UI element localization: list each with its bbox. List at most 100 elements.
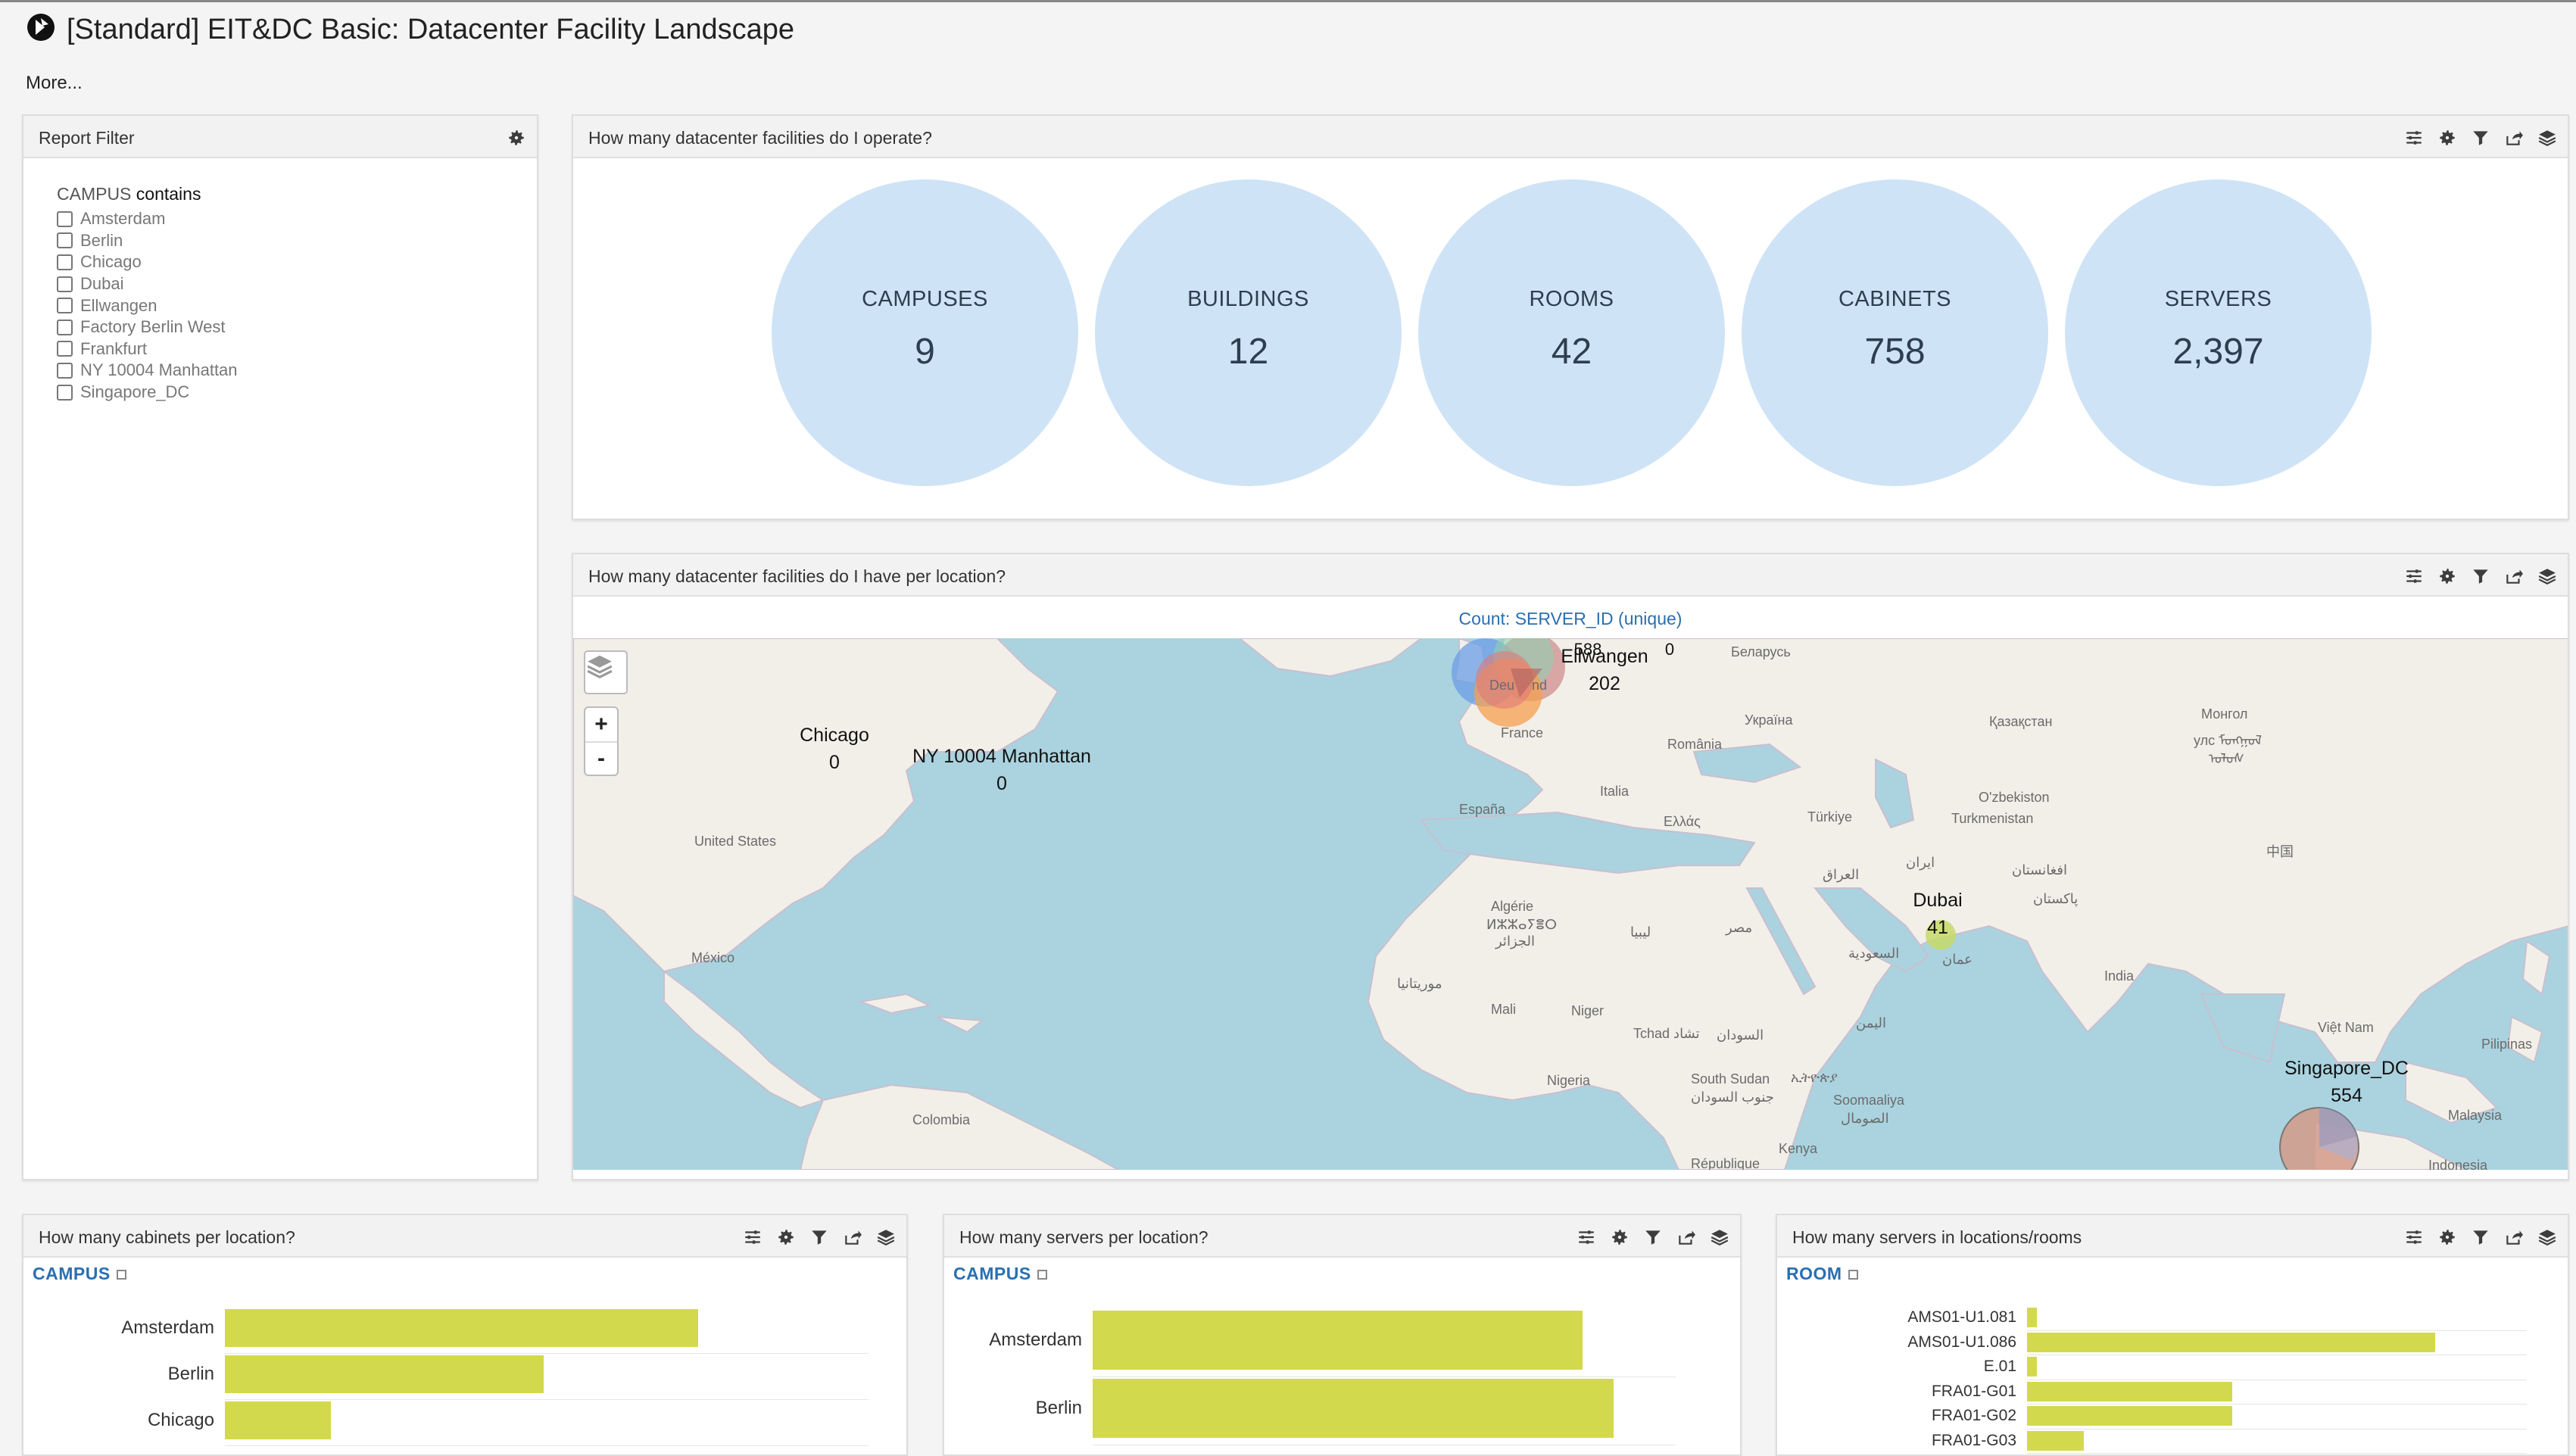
dimension-selector[interactable]: CAMPUS xyxy=(953,1264,1047,1284)
gear-icon[interactable] xyxy=(2436,126,2459,149)
bar-row[interactable]: AMS01-U1.086 xyxy=(1777,1332,2435,1352)
bar-row[interactable]: Amsterdam xyxy=(944,1311,1583,1370)
expand-icon[interactable] xyxy=(1848,1270,1858,1280)
filter-icon[interactable] xyxy=(2469,565,2492,588)
bar[interactable] xyxy=(2027,1430,2084,1451)
share-icon[interactable] xyxy=(2503,565,2525,588)
filter-option[interactable]: Frankfurt xyxy=(57,338,238,360)
filter-option[interactable]: Berlin xyxy=(57,230,238,252)
bubble-cluster-europe[interactable] xyxy=(1452,638,1565,727)
country-label: ᠤᠯᠤᠰ xyxy=(2209,751,2244,766)
layers-control[interactable] xyxy=(584,650,628,694)
kpi-panel: How many datacenter facilities do I oper… xyxy=(572,114,2569,520)
sliders-icon[interactable] xyxy=(741,1226,764,1249)
kpi-campuses[interactable]: CAMPUSES 9 xyxy=(772,179,1078,486)
bar-row[interactable]: E.01 xyxy=(1777,1357,2038,1376)
checkbox[interactable] xyxy=(57,276,73,292)
map-location-label[interactable]: Singapore_DC 554 xyxy=(2284,1055,2409,1109)
layers-icon[interactable] xyxy=(1708,1226,1731,1249)
filter-options: Amsterdam Berlin Chicago Dubai Ellwangen… xyxy=(57,208,238,403)
bar-row[interactable]: Chicago xyxy=(23,1401,332,1439)
zoom-out-button[interactable]: - xyxy=(585,741,617,775)
sliders-icon[interactable] xyxy=(2403,565,2425,588)
sliders-icon[interactable] xyxy=(1575,1226,1598,1249)
layers-icon[interactable] xyxy=(2536,1226,2559,1249)
bar[interactable] xyxy=(2027,1406,2232,1426)
gear-icon[interactable] xyxy=(2436,1226,2459,1249)
map-location-label[interactable]: Ellwangen 202 xyxy=(1561,643,1648,697)
more-link[interactable]: More... xyxy=(26,73,83,93)
sliders-icon[interactable] xyxy=(2403,1226,2425,1249)
share-icon[interactable] xyxy=(1675,1226,1698,1249)
bar[interactable] xyxy=(2027,1308,2038,1327)
bar[interactable] xyxy=(225,1309,698,1347)
checkbox[interactable] xyxy=(57,319,73,335)
dimension-selector[interactable]: ROOM xyxy=(1786,1264,1858,1284)
bar-row[interactable]: FRA01-G03 xyxy=(1777,1430,2084,1451)
map-overlap-label: 0 xyxy=(1664,640,1675,659)
filter-option[interactable]: NY 10004 Manhattan xyxy=(57,360,238,382)
checkbox[interactable] xyxy=(57,341,73,357)
filter-icon[interactable] xyxy=(2469,126,2492,149)
bar[interactable] xyxy=(225,1355,544,1393)
bar[interactable] xyxy=(2027,1332,2435,1352)
map[interactable]: United States México Colombia France Esp… xyxy=(573,638,2568,1170)
bar-row[interactable]: FRA01-G01 xyxy=(1777,1381,2232,1401)
gear-icon[interactable] xyxy=(505,126,528,149)
bar[interactable] xyxy=(1093,1311,1583,1370)
bar[interactable] xyxy=(2027,1381,2232,1401)
dimension-selector[interactable]: CAMPUS xyxy=(33,1264,126,1284)
bar-row[interactable]: AMS01-U1.081 xyxy=(1777,1308,2038,1327)
checkbox[interactable] xyxy=(57,210,73,227)
filter-icon[interactable] xyxy=(2469,1226,2492,1249)
share-icon[interactable] xyxy=(2503,1226,2525,1249)
bar[interactable] xyxy=(2027,1357,2038,1376)
map-location-label[interactable]: Chicago 0 xyxy=(800,722,869,776)
gear-icon[interactable] xyxy=(1608,1226,1631,1249)
filter-option[interactable]: Amsterdam xyxy=(57,208,238,230)
layers-icon[interactable] xyxy=(875,1226,897,1249)
bubble-singapore[interactable] xyxy=(2279,1107,2359,1170)
gear-icon[interactable] xyxy=(2436,565,2459,588)
sliders-icon[interactable] xyxy=(2403,126,2425,149)
filter-option[interactable]: Dubai xyxy=(57,273,238,295)
bar-row[interactable]: Berlin xyxy=(23,1355,544,1393)
checkbox[interactable] xyxy=(57,254,73,270)
expand-icon[interactable] xyxy=(1037,1270,1047,1280)
zoom-control: + - xyxy=(584,706,619,776)
kpi-cabinets[interactable]: CABINETS 758 xyxy=(1742,179,2048,486)
filter-option[interactable]: Factory Berlin West xyxy=(57,316,238,338)
checkbox[interactable] xyxy=(57,298,73,314)
filter-option[interactable]: Chicago xyxy=(57,251,238,273)
bar[interactable] xyxy=(1093,1379,1614,1438)
country-label: جنوب السودان xyxy=(1691,1090,1774,1105)
expand-icon[interactable] xyxy=(116,1270,126,1280)
checkbox[interactable] xyxy=(57,232,73,249)
layers-icon[interactable] xyxy=(2536,565,2559,588)
bar-row[interactable]: Amsterdam xyxy=(23,1309,698,1347)
filter-operator: contains xyxy=(136,184,201,204)
map-location-label[interactable]: Dubai 41 xyxy=(1913,887,1962,941)
share-icon[interactable] xyxy=(841,1226,864,1249)
filter-icon[interactable] xyxy=(808,1226,831,1249)
country-label: Deu xyxy=(1489,678,1515,693)
filter-option[interactable]: Singapore_DC xyxy=(57,382,238,404)
bar-row[interactable]: Berlin xyxy=(944,1379,1614,1438)
bubble-dubai[interactable] xyxy=(1926,920,1956,950)
kpi-rooms[interactable]: ROOMS 42 xyxy=(1418,179,1725,486)
filter-icon[interactable] xyxy=(1642,1226,1664,1249)
zoom-in-button[interactable]: + xyxy=(594,712,608,737)
map-location-label[interactable]: NY 10004 Manhattan 0 xyxy=(912,743,1091,797)
layers-icon[interactable] xyxy=(2536,126,2559,149)
kpi-servers[interactable]: SERVERS 2,397 xyxy=(2065,179,2372,486)
filter-field: CAMPUS xyxy=(57,184,132,204)
kpi-buildings[interactable]: BUILDINGS 12 xyxy=(1095,179,1402,486)
filter-option[interactable]: Ellwangen xyxy=(57,295,238,316)
bar[interactable] xyxy=(225,1401,332,1439)
bar-row[interactable]: FRA01-G02 xyxy=(1777,1406,2232,1426)
kpi-value: 2,397 xyxy=(2172,332,2264,372)
share-icon[interactable] xyxy=(2503,126,2525,149)
checkbox[interactable] xyxy=(57,384,73,401)
gear-icon[interactable] xyxy=(775,1226,797,1249)
checkbox[interactable] xyxy=(57,362,73,379)
